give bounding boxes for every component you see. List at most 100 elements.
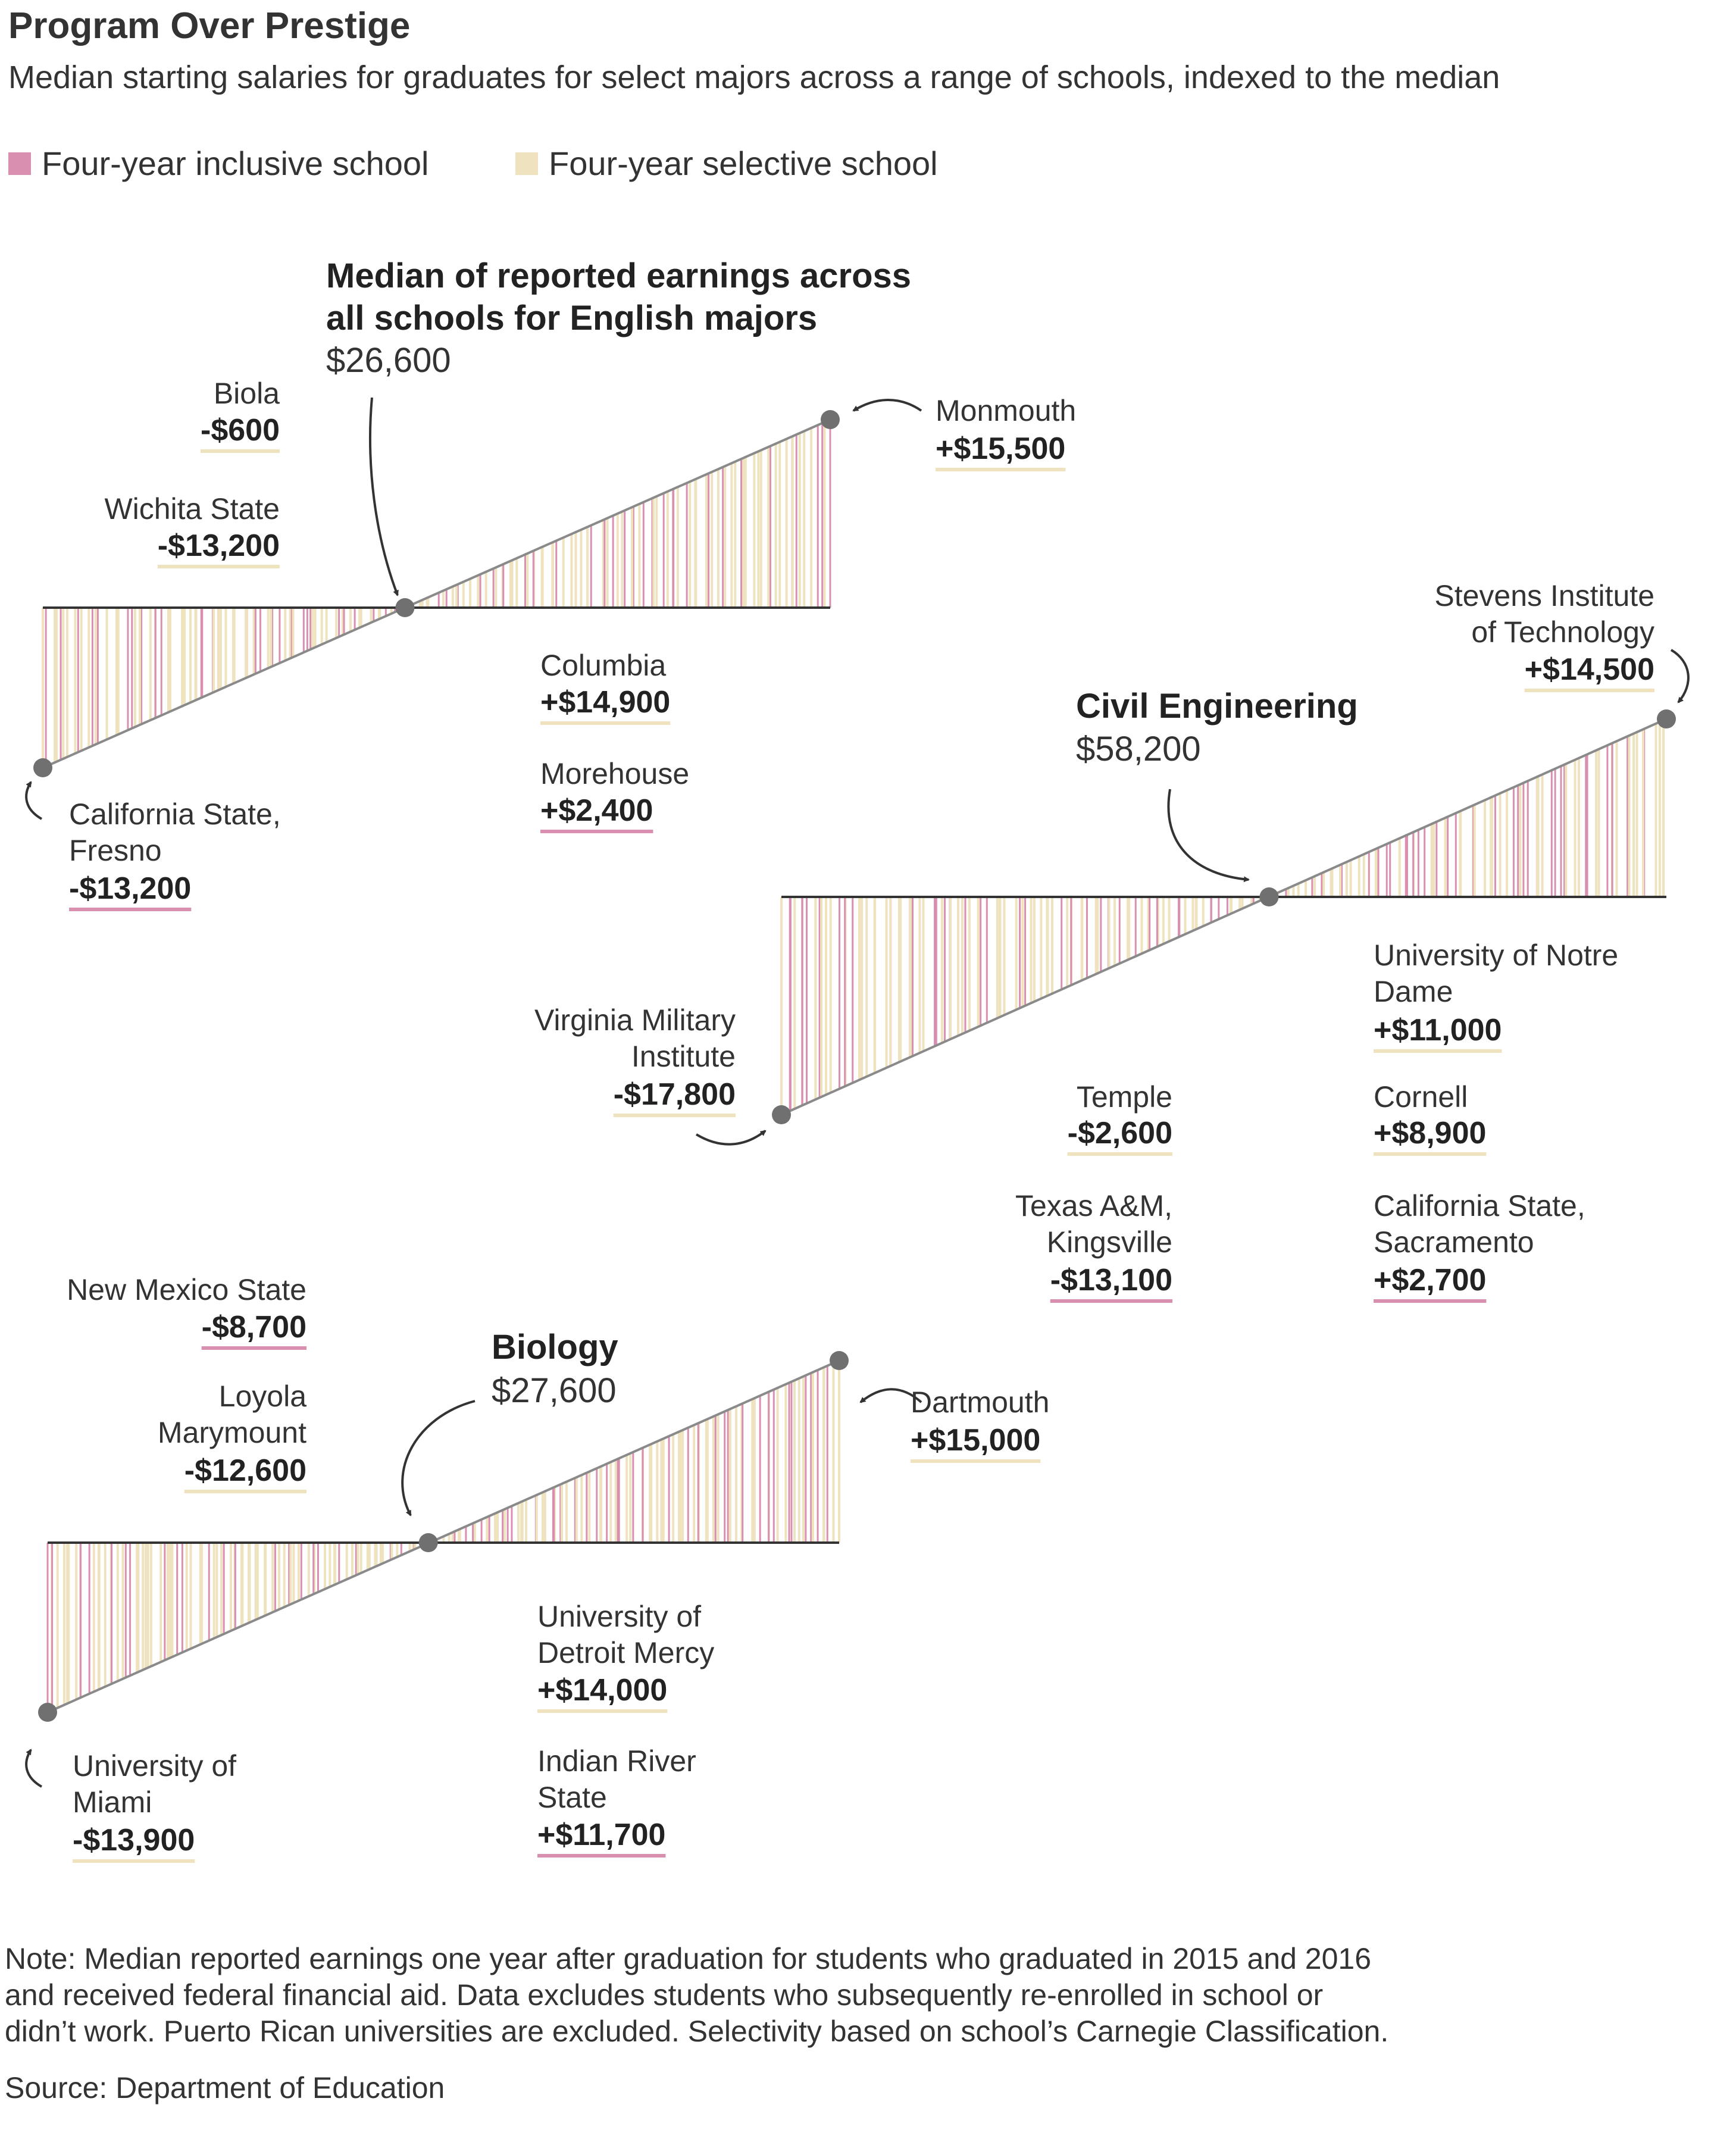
- english-heading: Median of reported earnings across all sc…: [326, 257, 911, 337]
- callout-cornell-value: +$8,900: [1374, 1116, 1486, 1150]
- legend-swatch-inclusive: [8, 152, 31, 175]
- english-median-value: $26,600: [326, 341, 451, 380]
- callout-fresno-name-line-2: Fresno: [69, 834, 162, 867]
- callout-sacramento-name: California State, Sacramento: [1374, 1189, 1585, 1259]
- callout-notre-dame-name: University of Notre Dame: [1374, 939, 1618, 1008]
- miami-arrow: [25, 1749, 43, 1788]
- biology-trend-line: [47, 1359, 840, 1713]
- callout-biola-name: Biola: [214, 377, 280, 410]
- callout-columbia-underline: [540, 721, 671, 725]
- english-trend-line: [42, 418, 831, 769]
- civil-engineering-median-point: [1259, 887, 1279, 906]
- english-bars: [42, 420, 831, 768]
- civil-engineering-median-value: $58,200: [1076, 730, 1201, 768]
- callout-new-mexico-underline: [201, 1346, 306, 1350]
- biology-panel: Biology $27,600 New Mexico State -$8,700…: [25, 1273, 1049, 1863]
- legend: Four-year inclusive school Four-year sel…: [8, 145, 938, 182]
- callout-vmi-name-line-1: Virginia Military: [534, 1003, 736, 1037]
- callout-detroit-mercy-underline: [537, 1709, 668, 1713]
- callout-wichita-state-underline: [157, 565, 280, 568]
- callout-notre-dame-underline: [1374, 1049, 1502, 1053]
- callout-vmi-value: -$17,800: [614, 1077, 736, 1112]
- footnote-line-3: didn’t work. Puerto Rican universities a…: [5, 2015, 1388, 2048]
- callout-morehouse-underline: [540, 830, 653, 833]
- callout-dartmouth-underline: [911, 1459, 1041, 1463]
- callout-cornell-underline: [1374, 1152, 1487, 1156]
- callout-miami-value: -$13,900: [73, 1823, 195, 1858]
- callout-stevens-underline: [1524, 689, 1654, 692]
- callout-temple-underline: [1067, 1152, 1172, 1156]
- biology-median-point: [418, 1533, 438, 1552]
- civil-engineering-heading: Civil Engineering: [1076, 687, 1358, 726]
- english-panel: Median of reported earnings across all sc…: [25, 257, 1076, 911]
- callout-detroit-mercy-value: +$14,000: [537, 1673, 667, 1708]
- callout-indian-river-underline: [537, 1854, 666, 1858]
- callout-biola-underline: [201, 449, 280, 453]
- civil-engineering-trend-line: [781, 718, 1667, 1116]
- callout-detroit-mercy-name-line-1: University of: [537, 1600, 701, 1633]
- callout-loyola-name-line-2: Marymount: [158, 1416, 306, 1449]
- callout-fresno-value: -$13,200: [69, 871, 191, 906]
- callout-monmouth-underline: [936, 468, 1066, 471]
- callout-notre-dame-name-line-1: University of Notre: [1374, 939, 1618, 972]
- callout-sacramento-name-line-2: Sacramento: [1374, 1225, 1534, 1259]
- english-median-point: [395, 598, 415, 617]
- callout-texas-am-name: Texas A&M, Kingsville: [1015, 1189, 1172, 1259]
- legend-label-selective: Four-year selective school: [549, 145, 938, 182]
- legend-swatch-selective: [515, 152, 538, 175]
- english-max-point: [821, 410, 840, 429]
- callout-monmouth-value: +$15,500: [936, 431, 1065, 466]
- callout-wichita-state-value: -$13,200: [158, 529, 280, 563]
- callout-vmi-name: Virginia Military Institute: [534, 1003, 736, 1073]
- callout-morehouse-value: +$2,400: [540, 793, 653, 828]
- civil-engineering-max-point: [1657, 709, 1676, 728]
- callout-new-mexico-value: -$8,700: [202, 1310, 306, 1344]
- biology-max-point: [830, 1351, 849, 1370]
- fresno-arrow: [25, 781, 43, 820]
- callout-fresno-name-line-1: California State,: [69, 798, 281, 831]
- callout-miami-underline: [73, 1859, 195, 1863]
- callout-detroit-mercy-name-line-2: Detroit Mercy: [537, 1636, 714, 1669]
- civil-engineering-median-arrow: [1167, 789, 1250, 883]
- callout-texas-am-underline: [1050, 1299, 1172, 1303]
- callout-stevens-value: +$14,500: [1525, 652, 1654, 687]
- callout-stevens-name-line-1: Stevens Institute: [1434, 579, 1654, 612]
- biology-median-arrow: [401, 1400, 476, 1516]
- civil-engineering-panel: Civil Engineering $58,200 Stevens Instit…: [534, 579, 1690, 1303]
- vmi-arrow: [695, 1130, 767, 1146]
- callout-biola-value: -$600: [201, 413, 280, 448]
- biology-min-point: [38, 1703, 57, 1722]
- callout-miami-name: University of Miami: [73, 1749, 236, 1819]
- callout-fresno-name: California State, Fresno: [69, 798, 281, 867]
- callout-texas-am-name-line-1: Texas A&M,: [1015, 1189, 1172, 1222]
- english-min-point: [33, 758, 52, 777]
- callout-indian-river-value: +$11,700: [537, 1818, 665, 1852]
- callout-sacramento-underline: [1374, 1299, 1487, 1303]
- callout-temple-value: -$2,600: [1068, 1116, 1172, 1150]
- civil-engineering-min-point: [772, 1105, 791, 1124]
- callout-columbia-value: +$14,900: [540, 685, 670, 720]
- callout-wichita-state-name: Wichita State: [104, 492, 280, 526]
- dartmouth-arrow: [859, 1388, 922, 1403]
- biology-heading: Biology: [492, 1328, 618, 1366]
- callout-miami-name-line-1: University of: [73, 1749, 236, 1783]
- footnote: Note: Median reported earnings one year …: [5, 1942, 1388, 2048]
- source-line: Source: Department of Education: [5, 2071, 445, 2105]
- callout-miami-name-line-2: Miami: [73, 1785, 152, 1819]
- footnote-line-2: and received federal financial aid. Data…: [5, 1978, 1323, 2012]
- callout-texas-am-value: -$13,100: [1050, 1263, 1172, 1297]
- legend-label-inclusive: Four-year inclusive school: [42, 145, 428, 182]
- callout-loyola-underline: [184, 1490, 306, 1493]
- callout-morehouse-name: Morehouse: [540, 757, 689, 790]
- callout-temple-name: Temple: [1077, 1080, 1172, 1114]
- callout-loyola-name: Loyola Marymount: [158, 1380, 306, 1449]
- english-median-arrow: [368, 397, 399, 596]
- callout-fresno-underline: [69, 908, 192, 911]
- callout-indian-river-name: Indian River State: [537, 1744, 696, 1814]
- callout-cornell-name: Cornell: [1374, 1080, 1468, 1114]
- chart-subtitle: Median starting salaries for graduates f…: [8, 60, 1500, 95]
- stevens-arrow: [1670, 649, 1690, 703]
- callout-new-mexico-name: New Mexico State: [67, 1273, 306, 1306]
- callout-indian-river-name-line-1: Indian River: [537, 1744, 696, 1778]
